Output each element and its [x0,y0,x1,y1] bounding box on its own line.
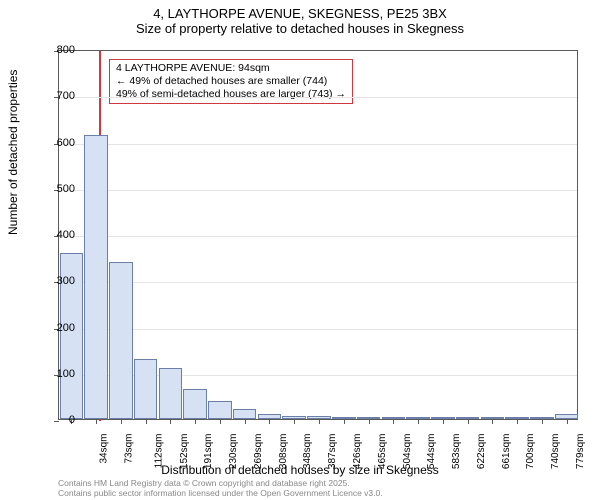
xtick-label: 348sqm [303,434,314,470]
xtick-label: 387sqm [327,434,338,470]
xtick-mark [96,419,97,424]
xtick-label: 191sqm [204,434,215,470]
gridline [59,282,577,283]
xtick-mark [369,419,370,424]
annotation-line-3: 49% of semi-detached houses are larger (… [116,88,346,101]
ytick-label: 300 [35,275,75,287]
gridline [59,144,577,145]
histogram-bar [109,262,133,419]
chart-title-line-1: 4, LAYTHORPE AVENUE, SKEGNESS, PE25 3BX [0,6,600,21]
xtick-label: 34sqm [99,434,110,464]
ytick-label: 200 [35,322,75,334]
xtick-mark [344,419,345,424]
xtick-label: 308sqm [278,434,289,470]
xtick-label: 426sqm [352,434,363,470]
histogram-bar [84,135,108,419]
footer-line-2: Contains public sector information licen… [58,489,383,498]
histogram-bar [134,359,158,419]
histogram-bar [208,401,232,419]
xtick-mark [294,419,295,424]
xtick-label: 583sqm [451,434,462,470]
footer-attribution: Contains HM Land Registry data © Crown c… [58,479,383,498]
gridline [59,329,577,330]
ytick-label: 0 [35,414,75,426]
xtick-mark [492,419,493,424]
xtick-label: 622sqm [476,434,487,470]
chart-title-line-2: Size of property relative to detached ho… [0,21,600,36]
histogram-chart: 4, LAYTHORPE AVENUE, SKEGNESS, PE25 3BX … [0,0,600,500]
xtick-label: 544sqm [426,434,437,470]
xtick-label: 504sqm [402,434,413,470]
xtick-mark [418,419,419,424]
annotation-line-2: ← 49% of detached houses are smaller (74… [116,75,346,88]
xtick-mark [567,419,568,424]
annotation-line-1: 4 LAYTHORPE AVENUE: 94sqm [116,62,346,75]
xtick-label: 465sqm [377,434,388,470]
xtick-label: 700sqm [525,434,536,470]
histogram-bar [159,368,183,419]
xtick-label: 269sqm [253,434,264,470]
gridline [59,97,577,98]
xtick-mark [319,419,320,424]
xtick-label: 112sqm [153,434,164,469]
ytick-label: 500 [35,183,75,195]
chart-title-block: 4, LAYTHORPE AVENUE, SKEGNESS, PE25 3BX … [0,0,600,36]
ytick-label: 800 [35,44,75,56]
xtick-mark [146,419,147,424]
xtick-label: 661sqm [501,434,512,470]
xtick-mark [468,419,469,424]
xtick-mark [195,419,196,424]
ytick-label: 700 [35,90,75,102]
xtick-mark [269,419,270,424]
xtick-mark [121,419,122,424]
histogram-bar [183,389,207,419]
xtick-mark [517,419,518,424]
ytick-label: 100 [35,368,75,380]
gridline [59,190,577,191]
xtick-label: 152sqm [179,434,190,470]
ytick-label: 400 [35,229,75,241]
gridline [59,236,577,237]
xtick-label: 740sqm [550,434,561,470]
plot-area: 4 LAYTHORPE AVENUE: 94sqm ← 49% of detac… [58,50,578,420]
xtick-mark [220,419,221,424]
xtick-mark [443,419,444,424]
xtick-mark [170,419,171,424]
xtick-mark [393,419,394,424]
xtick-mark [542,419,543,424]
xtick-label: 230sqm [228,434,239,470]
histogram-bar [233,409,257,419]
xtick-mark [245,419,246,424]
xtick-label: 779sqm [575,434,586,470]
xtick-label: 73sqm [124,434,135,464]
y-axis-label: Number of detached properties [6,70,20,235]
ytick-label: 600 [35,137,75,149]
